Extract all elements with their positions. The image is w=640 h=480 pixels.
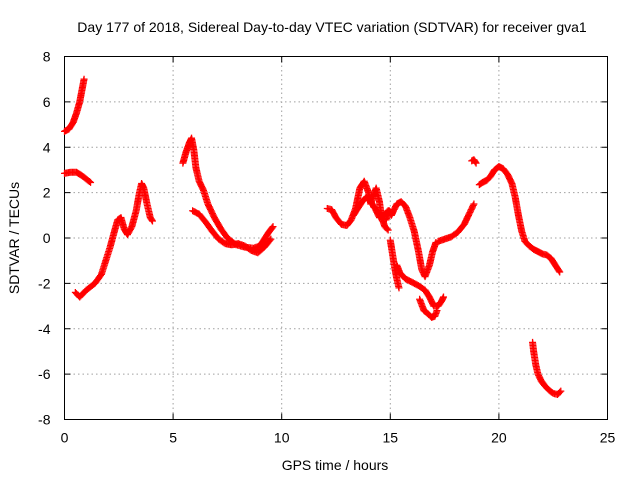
series-s13 xyxy=(468,156,480,167)
y-tick-label: 0 xyxy=(43,230,51,246)
data-point xyxy=(470,200,478,208)
data-point xyxy=(148,216,156,224)
ticks xyxy=(64,56,608,420)
x-tick-label: 10 xyxy=(274,430,290,446)
chart-title: Day 177 of 2018, Sidereal Day-to-day VTE… xyxy=(77,19,587,35)
x-tick-label: 20 xyxy=(491,430,507,446)
data-point xyxy=(384,226,392,234)
data-point xyxy=(469,201,477,209)
series-s2 xyxy=(61,168,95,186)
data-point xyxy=(383,225,391,233)
y-tick-label: 8 xyxy=(43,49,51,65)
data-point xyxy=(268,224,276,232)
series-s8 xyxy=(386,236,403,292)
data-point xyxy=(433,307,441,315)
data-point xyxy=(556,388,564,396)
series-s4 xyxy=(179,134,277,252)
series-s11 xyxy=(416,295,441,321)
y-tick-label: 4 xyxy=(43,139,51,155)
x-tick-label: 0 xyxy=(61,430,69,446)
data-point xyxy=(440,293,448,301)
y-tick-label: -8 xyxy=(38,412,51,428)
data-point xyxy=(556,268,564,276)
x-axis-label: GPS time / hours xyxy=(282,457,389,473)
data-point xyxy=(269,223,277,231)
y-axis-label: SDTVAR / TECUs xyxy=(6,182,22,294)
data-point xyxy=(148,217,156,225)
x-tick-label: 25 xyxy=(600,430,616,446)
data-point xyxy=(471,158,479,166)
data-point xyxy=(555,267,563,275)
data-point xyxy=(395,284,403,292)
data-point xyxy=(266,236,274,244)
series-s3 xyxy=(71,180,156,301)
data-point xyxy=(80,75,88,83)
x-tick-label: 5 xyxy=(169,430,177,446)
data-point xyxy=(87,178,95,186)
y-tick-label: -6 xyxy=(38,366,51,382)
y-tick-label: 6 xyxy=(43,94,51,110)
series-s14 xyxy=(475,163,564,276)
data-point xyxy=(267,235,275,243)
series-s1 xyxy=(61,75,88,135)
grid xyxy=(64,56,608,420)
series-s12 xyxy=(434,200,478,245)
data-point xyxy=(557,387,565,395)
series-s9 xyxy=(393,261,448,310)
data-marks xyxy=(61,75,565,399)
data-point xyxy=(472,159,480,167)
y-tick-label: -2 xyxy=(38,275,51,291)
y-tick-label: -4 xyxy=(38,321,51,337)
tick-labels: 0 5 10 15 20 25 -8 -6 -4 -2 0 2 4 6 8 xyxy=(38,49,615,446)
y-tick-label: 2 xyxy=(43,185,51,201)
data-point xyxy=(85,178,93,186)
series-s15 xyxy=(529,338,565,399)
series-s10 xyxy=(382,198,440,281)
x-tick-label: 15 xyxy=(383,430,399,446)
series-s5 xyxy=(189,207,275,257)
